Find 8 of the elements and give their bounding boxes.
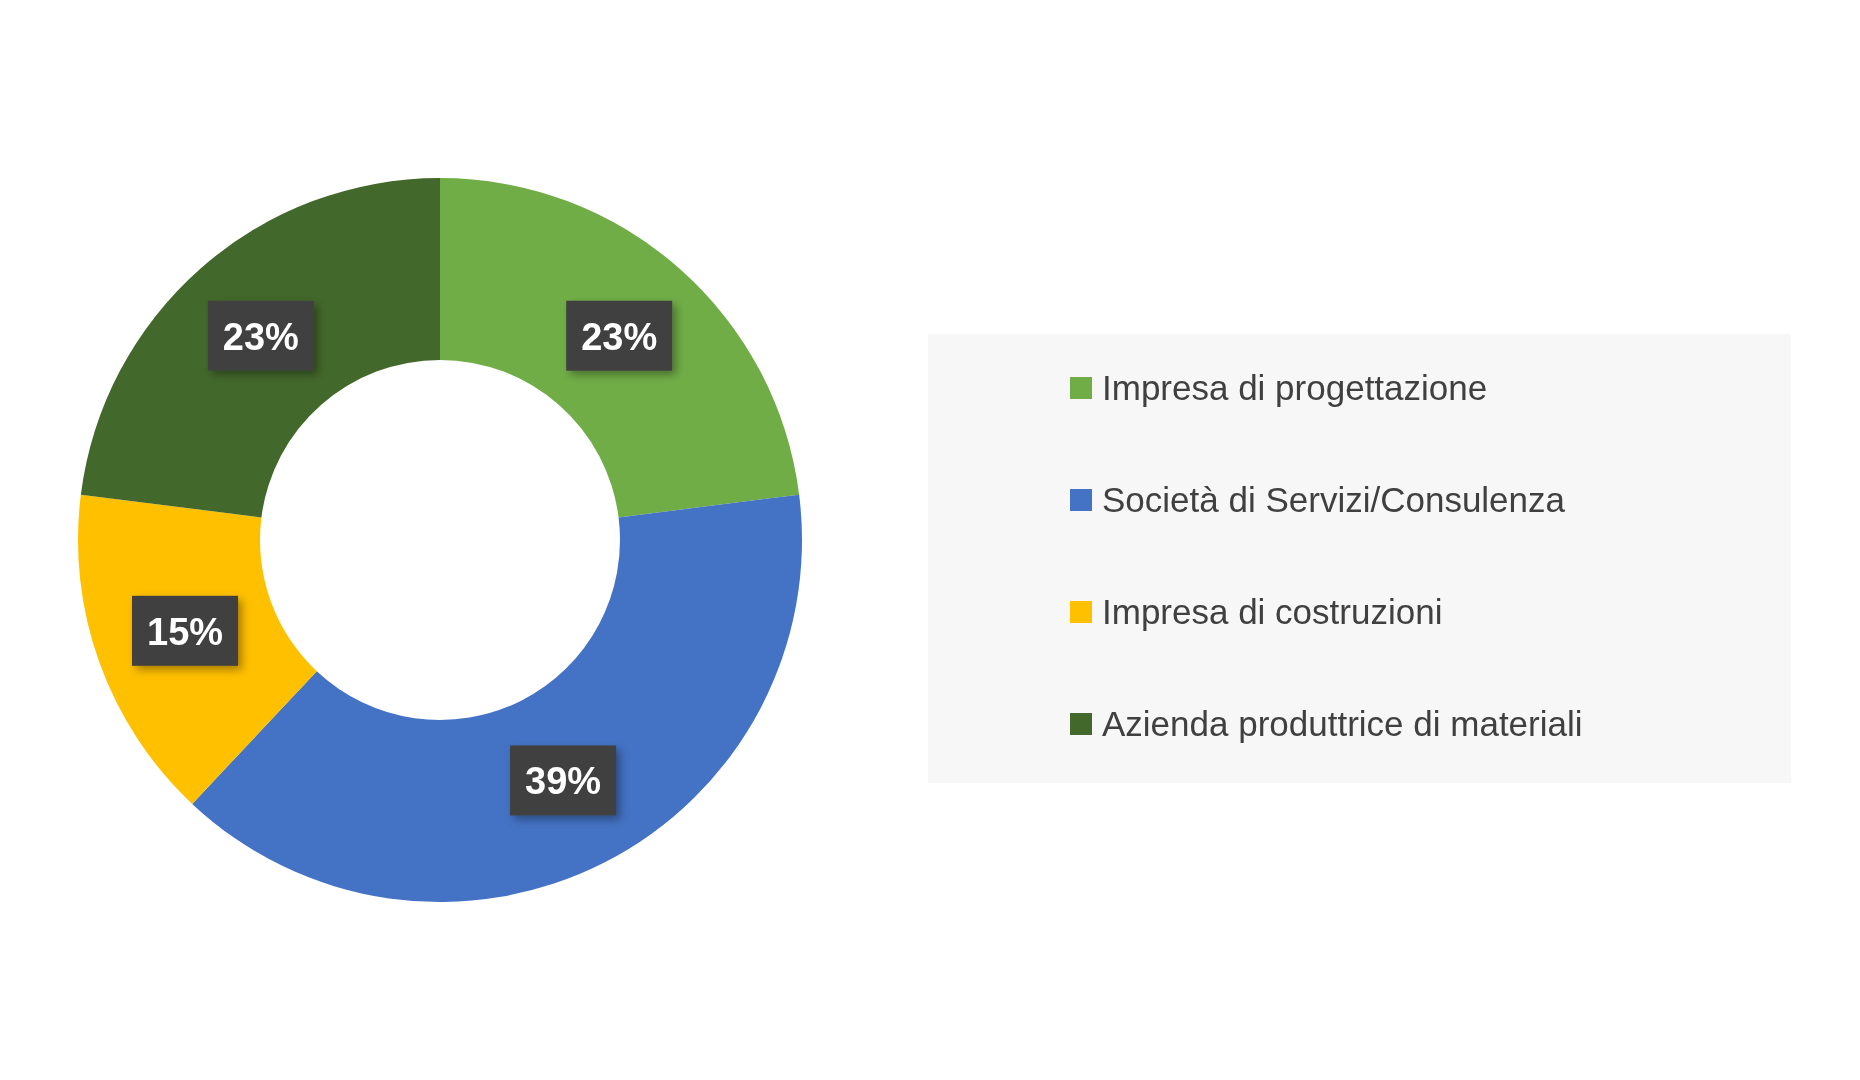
legend-label: Società di Servizi/Consulenza: [1102, 480, 1566, 519]
data-label: 23%: [222, 315, 299, 358]
legend-label: Impresa di progettazione: [1102, 368, 1488, 407]
data-label: 39%: [525, 760, 602, 803]
legend-label: Impresa di costruzioni: [1102, 592, 1443, 631]
data-label: 23%: [581, 315, 658, 358]
legend-label: Azienda produttrice di materiali: [1102, 704, 1583, 743]
data-label: 15%: [146, 610, 224, 653]
